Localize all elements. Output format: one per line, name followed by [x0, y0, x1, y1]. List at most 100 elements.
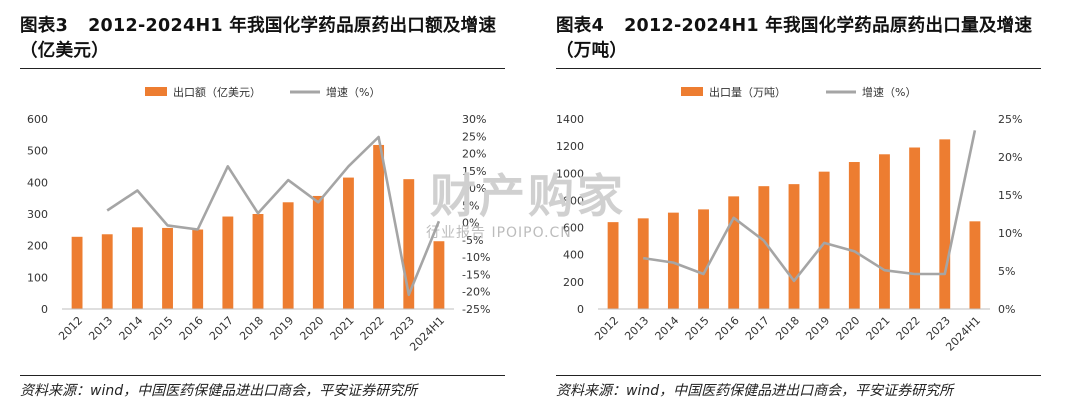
bar-2013	[101, 234, 113, 309]
right-axis-tick-label: 20%	[998, 151, 1022, 164]
left-axis-tick-label: 1000	[556, 167, 584, 180]
x-axis-tick-label: 2014	[653, 314, 682, 343]
bar-2019	[818, 171, 830, 309]
bar-2018	[788, 184, 800, 309]
title-text-right: 2012-2024H1 年我国化学药品原药出口量及增速（万吨）	[556, 16, 1033, 61]
figure-number-left: 图表3	[20, 16, 69, 36]
combo-chart-right: 出口量（万吨） 增速（%） 0 200 400 600 800 1000 1200 1400 0% 5…	[556, 85, 1022, 354]
bar-2015	[162, 227, 173, 309]
x-axis-tick-label: 2018	[773, 314, 802, 343]
bar-2015	[698, 209, 709, 309]
growth-line	[643, 130, 977, 283]
left-axis-tick-label: 600	[563, 222, 584, 235]
right-axis-tick-label: -20%	[462, 286, 490, 299]
left-axis-tick-label: 400	[27, 176, 48, 189]
x-axis-tick-label: 2014	[117, 314, 146, 343]
right-axis-tick-label: 5%	[998, 265, 1015, 278]
left-axis-tick-label: 200	[563, 276, 584, 289]
left-axis-tick-label: 300	[27, 208, 48, 221]
right-axis-tick-label: 0%	[998, 303, 1015, 316]
left-axis-tick-label: 1400	[556, 113, 584, 126]
bar-2014	[131, 227, 143, 309]
legend-label-line: 增速（%）	[862, 85, 916, 99]
chart-title-left: 图表3 2012-2024H1 年我国化学药品原药出口额及增速（亿美元）	[20, 14, 510, 64]
left-axis-tick-label: 200	[27, 240, 48, 253]
chart-panel-left: 图表3 2012-2024H1 年我国化学药品原药出口额及增速（亿美元） 出口额（…	[0, 0, 522, 413]
x-axis-tick-label: 2019	[803, 314, 832, 343]
x-axis-tick-label: 2020	[833, 314, 862, 343]
left-axis-tick-label: 400	[563, 249, 584, 262]
title-rule-left	[20, 68, 505, 69]
bar-2017	[758, 186, 770, 309]
right-axis-tick-label: 5%	[462, 199, 479, 212]
x-axis-tick-label: 2017	[743, 314, 772, 343]
legend-swatch-bar	[145, 87, 167, 96]
bar-2022	[373, 144, 385, 309]
bar-2023	[403, 179, 415, 309]
x-axis-tick-label: 2022	[358, 314, 387, 343]
bar-2014	[667, 212, 679, 309]
x-axis-tick-label: 2013	[622, 314, 651, 343]
legend-label-bar: 出口量（万吨）	[709, 85, 786, 99]
right-axis-tick-label: -5%	[462, 234, 483, 247]
bar-2016	[192, 229, 204, 309]
legend-label-line: 增速（%）	[326, 85, 380, 99]
chart-panel-right: 图表4 2012-2024H1 年我国化学药品原药出口量及增速（万吨） 出口量（万…	[536, 0, 1058, 413]
bar-2024H1	[433, 241, 445, 309]
left-axis-tick-label: 500	[27, 145, 48, 158]
x-axis-tick-label: 2016	[713, 314, 742, 343]
x-axis-tick-label: 2013	[86, 314, 115, 343]
bar-2020	[848, 162, 860, 309]
bar-2021	[879, 154, 890, 309]
bar-2012	[607, 222, 619, 309]
legend-swatch-bar	[681, 87, 703, 96]
source-rule-right	[556, 375, 1041, 376]
bar-2020	[312, 195, 324, 309]
source-note-right: 资料来源：wind，中国医药保健品进出口商会，平安证券研究所	[556, 383, 954, 399]
right-axis-tick-label: -10%	[462, 251, 490, 264]
x-axis-tick-label: 2017	[207, 314, 236, 343]
bar-2022	[909, 147, 921, 309]
bar-2017	[222, 216, 234, 309]
bar-2024H1	[969, 221, 981, 309]
right-axis-tick-label: 15%	[998, 189, 1022, 202]
chart-title-right: 图表4 2012-2024H1 年我国化学药品原药出口量及增速（万吨）	[556, 14, 1046, 64]
right-axis-tick-label: 30%	[462, 113, 486, 126]
right-axis-tick-label: -15%	[462, 268, 490, 281]
x-axis-tick-label: 2019	[267, 314, 296, 343]
legend-label-bar: 出口额（亿美元）	[173, 85, 261, 99]
right-axis-tick-label: 20%	[462, 148, 486, 161]
title-text-left: 2012-2024H1 年我国化学药品原药出口额及增速（亿美元）	[20, 16, 497, 61]
x-axis-tick-label: 2015	[683, 314, 712, 343]
left-axis-tick-label: 600	[27, 113, 48, 126]
x-axis-tick-label: 2015	[147, 314, 176, 343]
source-note-left: 资料来源：wind，中国医药保健品进出口商会，平安证券研究所	[20, 383, 418, 399]
x-axis-tick-label: 2020	[297, 314, 326, 343]
right-axis-tick-label: 10%	[998, 227, 1022, 240]
x-axis-tick-label: 2016	[177, 314, 206, 343]
bar-2019	[282, 202, 294, 309]
right-axis-tick-label: 25%	[998, 113, 1022, 126]
right-axis-tick-label: 15%	[462, 165, 486, 178]
bar-2023	[939, 139, 951, 309]
bar-2013	[637, 218, 649, 309]
x-axis-tick-label: 2018	[237, 314, 266, 343]
x-axis-tick-label: 2021	[864, 314, 893, 343]
bar-2021	[343, 177, 354, 309]
x-axis-tick-label: 2022	[894, 314, 923, 343]
left-axis-tick-label: 0	[577, 303, 584, 316]
x-axis-tick-label: 2012	[592, 314, 621, 343]
left-axis-tick-label: 100	[27, 271, 48, 284]
x-axis-tick-label: 2021	[328, 314, 357, 343]
title-rule-right	[556, 68, 1041, 69]
bar-2012	[71, 236, 83, 309]
right-axis-tick-label: 0%	[462, 217, 479, 230]
left-axis-tick-label: 0	[41, 303, 48, 316]
bar-2018	[252, 214, 264, 309]
right-axis-tick-label: 10%	[462, 182, 486, 195]
right-axis-tick-label: -25%	[462, 303, 490, 316]
combo-chart-left: 出口额（亿美元） 增速（%） 0 100 200 300 400 500 600 -25% -20%…	[27, 85, 490, 354]
left-axis-tick-label: 800	[563, 194, 584, 207]
x-axis-tick-label: 2012	[56, 314, 85, 343]
source-rule-left	[20, 375, 505, 376]
